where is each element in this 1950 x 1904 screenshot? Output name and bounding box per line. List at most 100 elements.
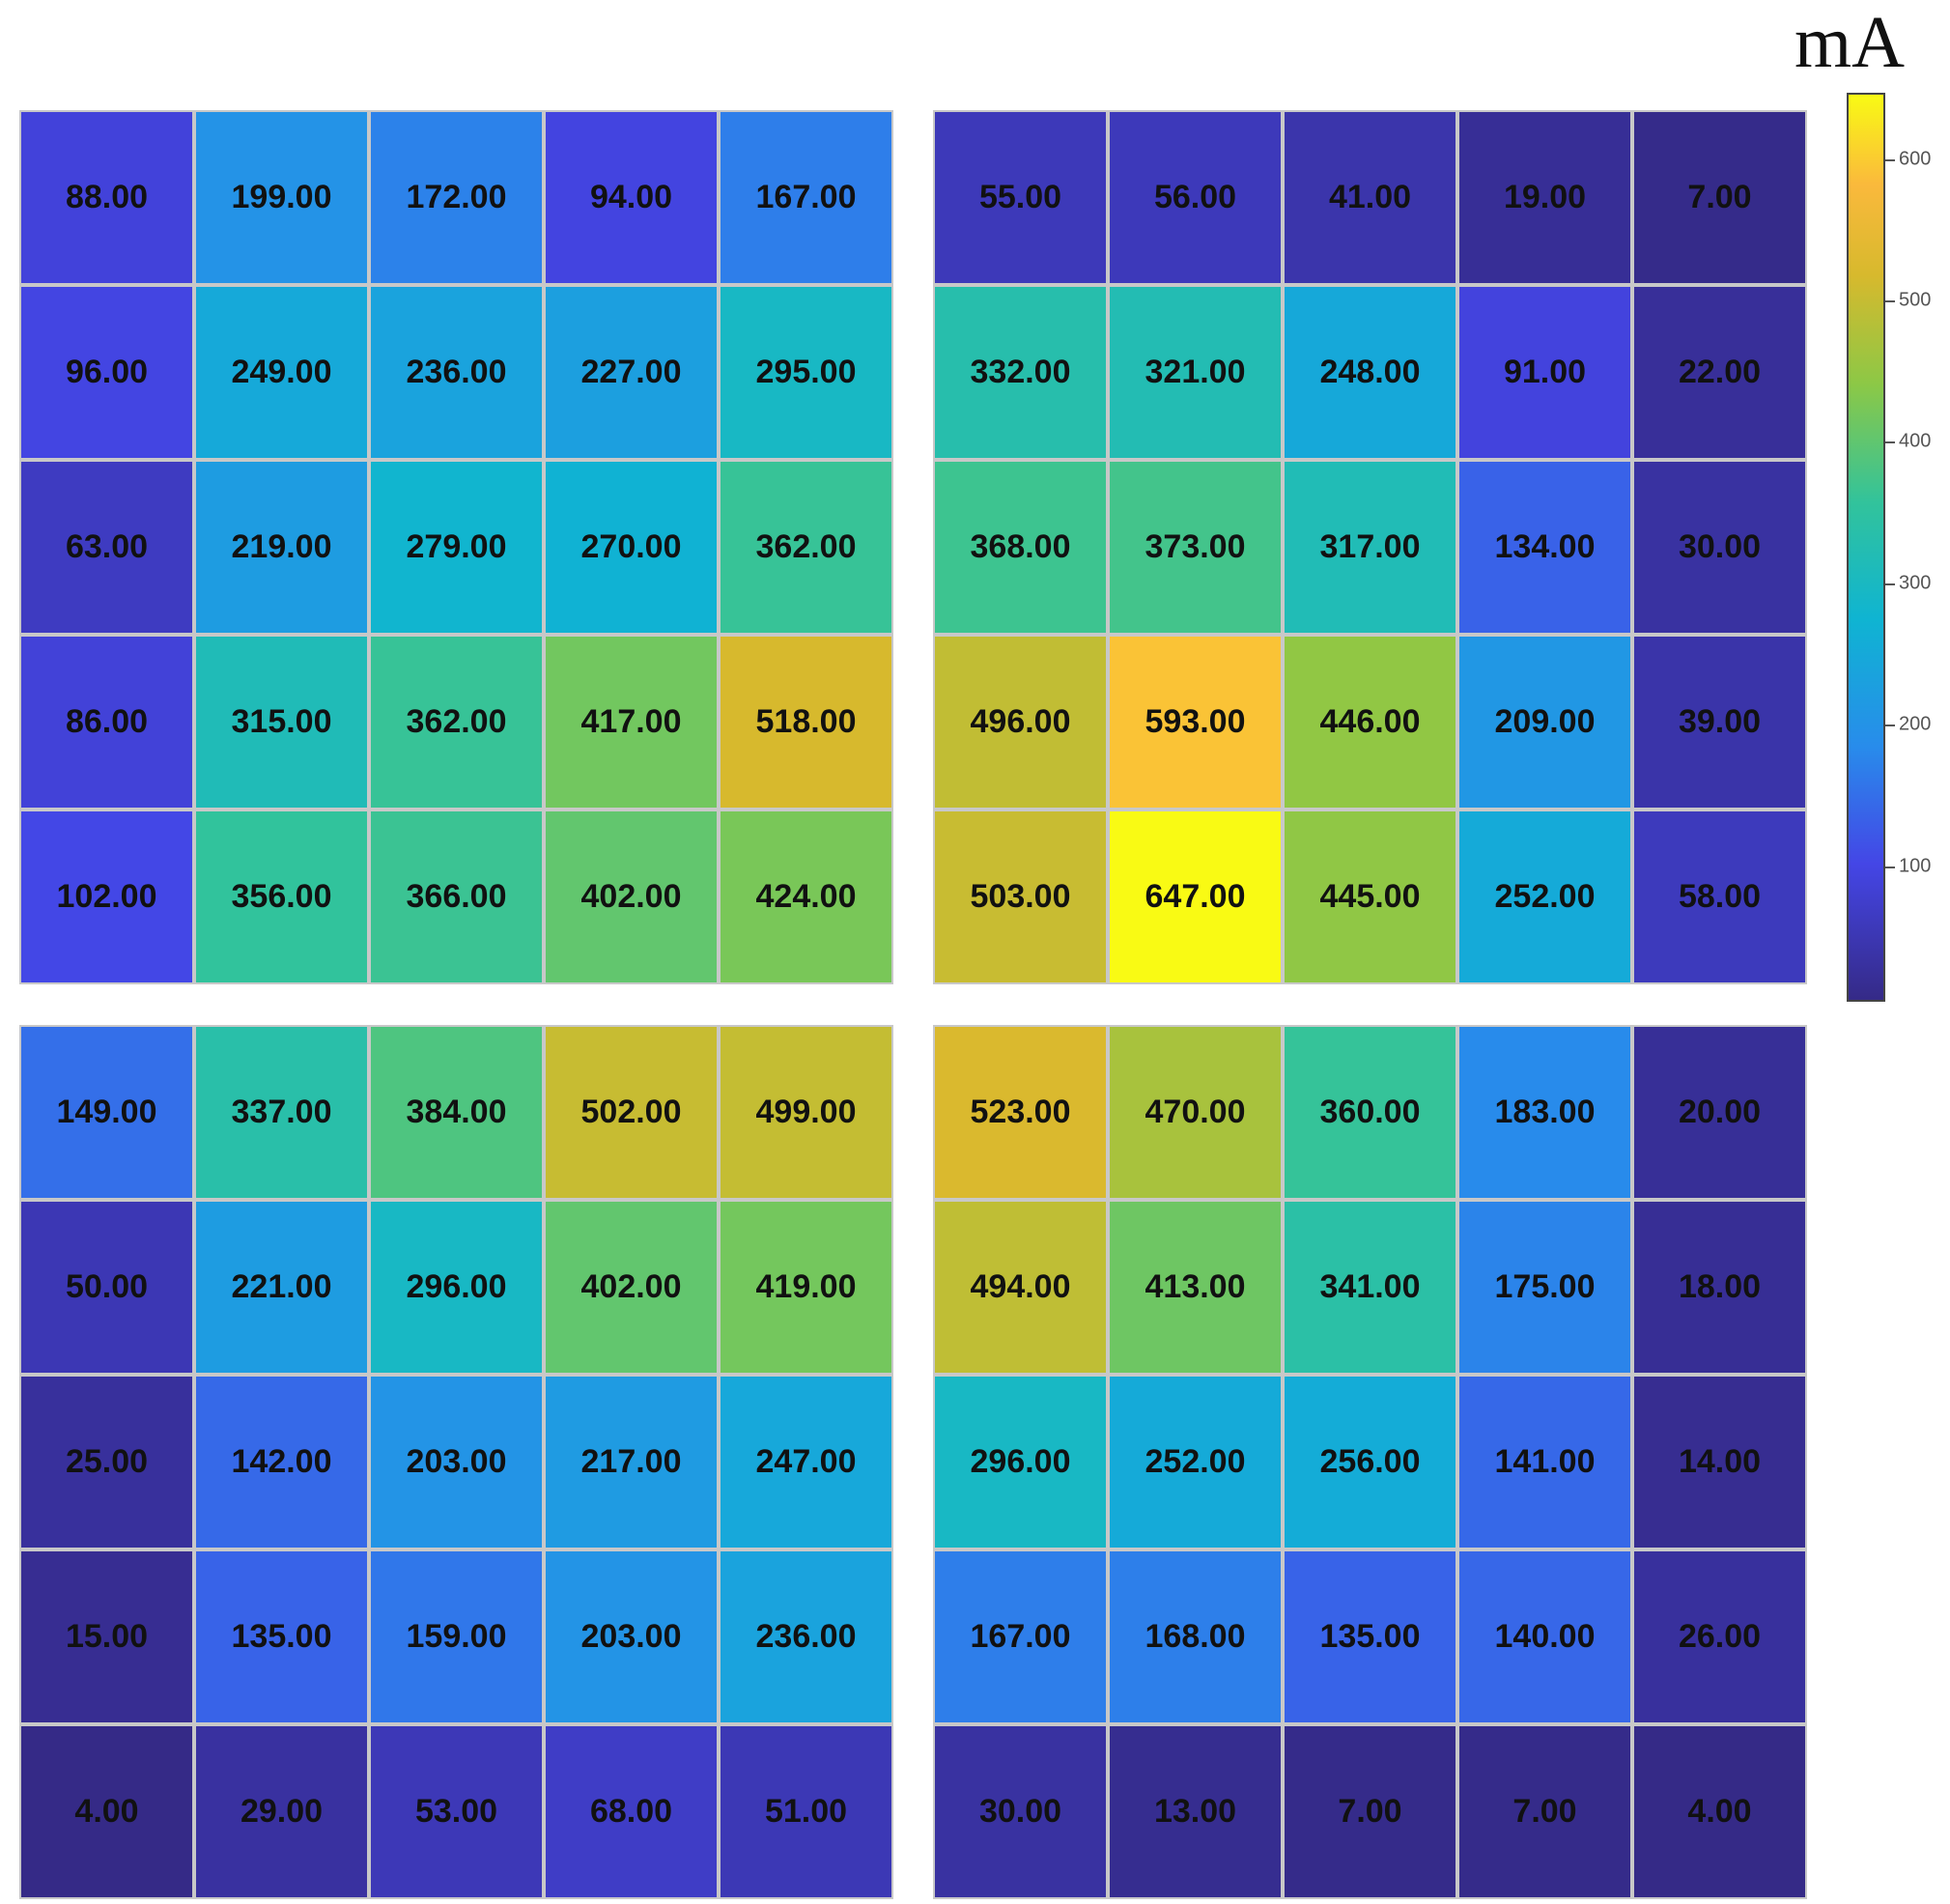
heatmap-cell: 68.00 [544,1724,719,1899]
heatmap-cell: 413.00 [1108,1200,1283,1375]
heatmap-cell: 15.00 [19,1549,194,1724]
colorbar-tick-label: 400 [1899,430,1932,452]
heatmap-cell: 18.00 [1632,1200,1807,1375]
heatmap-cell: 279.00 [369,460,544,635]
heatmap-cell: 55.00 [933,110,1108,285]
heatmap-cell: 248.00 [1283,285,1457,460]
heatmap-cell: 91.00 [1457,285,1632,460]
heatmap-cell: 402.00 [544,1200,719,1375]
heatmap-cell: 203.00 [369,1375,544,1549]
heatmap-cell: 470.00 [1108,1025,1283,1200]
heatmap-cell: 30.00 [933,1724,1108,1899]
heatmap-cell: 296.00 [369,1200,544,1375]
heatmap-cell: 494.00 [933,1200,1108,1375]
heatmap-cell: 252.00 [1457,810,1632,984]
heatmap-cell: 159.00 [369,1549,544,1724]
heatmap-cell: 402.00 [544,810,719,984]
colorbar-unit-label: mA [1795,2,1905,83]
heatmap-cell: 227.00 [544,285,719,460]
heatmap-cell: 25.00 [19,1375,194,1549]
heatmap-cell: 19.00 [1457,110,1632,285]
heatmap-cell: 296.00 [933,1375,1108,1549]
heatmap-cell: 445.00 [1283,810,1457,984]
heatmap-cell: 7.00 [1457,1724,1632,1899]
heatmap-cell: 341.00 [1283,1200,1457,1375]
heatmap-cell: 102.00 [19,810,194,984]
heatmap-cell: 384.00 [369,1025,544,1200]
heatmap-cell: 249.00 [194,285,369,460]
heatmap-cell: 50.00 [19,1200,194,1375]
heatmap-cell: 219.00 [194,460,369,635]
colorbar-tick [1885,583,1895,585]
heatmap-cell: 141.00 [1457,1375,1632,1549]
heatmap-cell: 53.00 [369,1724,544,1899]
heatmap-cell: 252.00 [1108,1375,1283,1549]
heatmap-cell: 317.00 [1283,460,1457,635]
heatmap-cell: 183.00 [1457,1025,1632,1200]
colorbar-tick [1885,725,1895,727]
heatmap-cell: 295.00 [719,285,893,460]
heatmap-cell: 14.00 [1632,1375,1807,1549]
heatmap-cell: 199.00 [194,110,369,285]
heatmap-cell: 424.00 [719,810,893,984]
colorbar-tick-label: 200 [1899,713,1932,735]
heatmap-cell: 29.00 [194,1724,369,1899]
heatmap-cell: 366.00 [369,810,544,984]
heatmap-cell: 419.00 [719,1200,893,1375]
heatmap-cell: 321.00 [1108,285,1283,460]
heatmap-cell: 4.00 [1632,1724,1807,1899]
heatmap-cell: 236.00 [719,1549,893,1724]
heatmap-cell: 496.00 [933,635,1108,810]
heatmap-cell: 209.00 [1457,635,1632,810]
heatmap-cell: 22.00 [1632,285,1807,460]
heatmap-cell: 58.00 [1632,810,1807,984]
heatmap-cell: 315.00 [194,635,369,810]
heatmap-cell: 203.00 [544,1549,719,1724]
colorbar-tick-label: 100 [1899,855,1932,876]
heatmap-cell: 362.00 [369,635,544,810]
heatmap-cell: 247.00 [719,1375,893,1549]
heatmap-cell: 39.00 [1632,635,1807,810]
heatmap-cell: 13.00 [1108,1724,1283,1899]
colorbar-tick [1885,866,1895,868]
heatmap-cell: 417.00 [544,635,719,810]
heatmap-cell: 172.00 [369,110,544,285]
heatmap-panel-top-left: 88.00 199.00 172.00 94.00 167.00 96.00 249.00 2… [19,110,893,984]
heatmap-cell: 140.00 [1457,1549,1632,1724]
heatmap-cell: 502.00 [544,1025,719,1200]
heatmap-panel-bottom-right: 523.00 470.00 360.00 183.00 20.00 494.00 413.0… [933,1025,1807,1899]
heatmap-cell: 30.00 [1632,460,1807,635]
colorbar-tick [1885,300,1895,303]
heatmap-cell: 368.00 [933,460,1108,635]
heatmap-cell: 149.00 [19,1025,194,1200]
colorbar-tick [1885,158,1895,161]
heatmap-cell: 63.00 [19,460,194,635]
heatmap-cell: 94.00 [544,110,719,285]
heatmap-cell: 86.00 [19,635,194,810]
heatmap-cell: 167.00 [933,1549,1108,1724]
heatmap-cell: 373.00 [1108,460,1283,635]
heatmap-cell: 503.00 [933,810,1108,984]
colorbar-tick-label: 500 [1899,289,1932,311]
heatmap-cell: 332.00 [933,285,1108,460]
colorbar-tick-label: 600 [1899,148,1932,170]
heatmap-cell: 56.00 [1108,110,1283,285]
heatmap-cell: 7.00 [1632,110,1807,285]
heatmap-cell: 236.00 [369,285,544,460]
heatmap-cell: 362.00 [719,460,893,635]
heatmap-cell: 88.00 [19,110,194,285]
heatmap-cell: 168.00 [1108,1549,1283,1724]
heatmap-cell: 135.00 [1283,1549,1457,1724]
heatmap-cell: 96.00 [19,285,194,460]
heatmap-cell: 593.00 [1108,635,1283,810]
heatmap-cell: 217.00 [544,1375,719,1549]
heatmap-cell: 360.00 [1283,1025,1457,1200]
colorbar-tick-label: 300 [1899,572,1932,594]
heatmap-cell: 356.00 [194,810,369,984]
heatmap-cell: 499.00 [719,1025,893,1200]
heatmap-cell: 175.00 [1457,1200,1632,1375]
heatmap-cell: 51.00 [719,1724,893,1899]
heatmap-cell: 41.00 [1283,110,1457,285]
heatmap-cell: 523.00 [933,1025,1108,1200]
